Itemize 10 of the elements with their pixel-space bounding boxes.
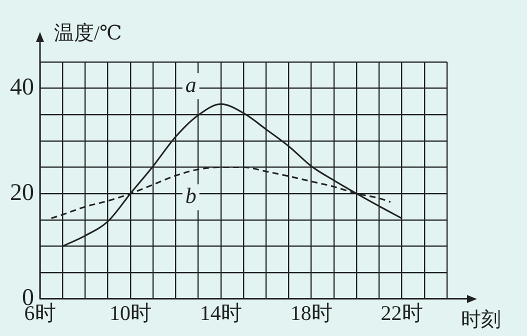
x-tick-label: 18时 <box>290 300 332 325</box>
y-tick-label: 40 <box>10 74 34 101</box>
x-axis-title: 时刻 <box>461 309 501 332</box>
series-label: a <box>185 72 196 97</box>
y-tick-label: 20 <box>10 180 34 206</box>
x-tick-label: 14时 <box>200 300 242 325</box>
x-tick-label: 10时 <box>109 300 152 325</box>
series-label: b <box>185 183 196 208</box>
y-axis-title: 温度/℃ <box>54 22 122 44</box>
x-tick-label: 22时 <box>380 300 423 325</box>
